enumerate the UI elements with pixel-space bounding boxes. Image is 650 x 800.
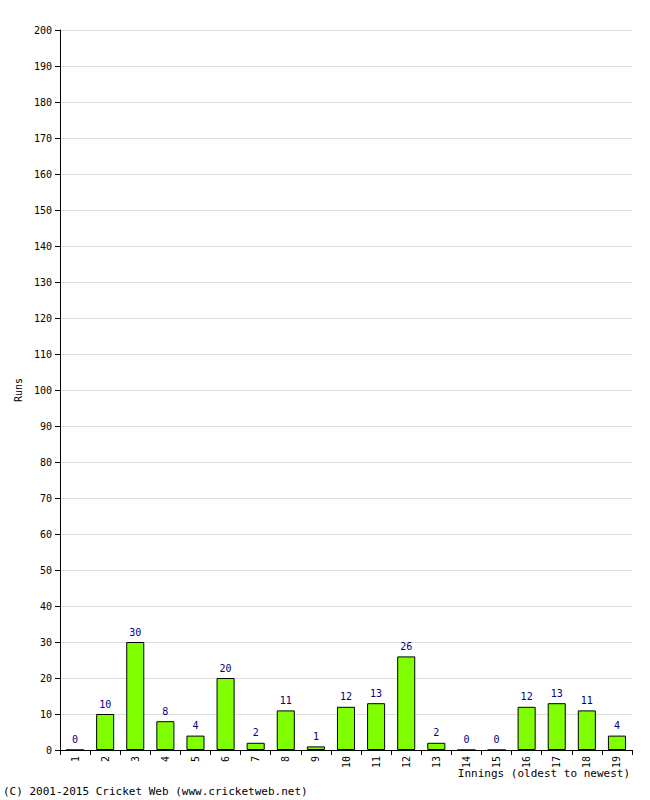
svg-text:120: 120	[34, 313, 52, 324]
svg-text:7: 7	[250, 756, 261, 762]
svg-text:8: 8	[162, 706, 168, 717]
svg-text:70: 70	[40, 493, 52, 504]
svg-text:9: 9	[310, 756, 321, 762]
svg-text:10: 10	[341, 756, 352, 768]
svg-text:20: 20	[220, 663, 232, 674]
svg-text:4: 4	[160, 756, 171, 762]
svg-text:40: 40	[40, 601, 52, 612]
svg-text:170: 170	[34, 133, 52, 144]
svg-text:4: 4	[614, 720, 620, 731]
svg-text:15: 15	[491, 756, 502, 768]
svg-text:190: 190	[34, 61, 52, 72]
svg-text:30: 30	[40, 637, 52, 648]
svg-text:(C) 2001-2015 Cricket Web (www: (C) 2001-2015 Cricket Web (www.cricketwe…	[3, 785, 308, 798]
svg-text:26: 26	[400, 641, 412, 652]
svg-text:200: 200	[34, 25, 52, 36]
svg-text:100: 100	[34, 385, 52, 396]
svg-text:180: 180	[34, 97, 52, 108]
svg-text:150: 150	[34, 205, 52, 216]
svg-text:11: 11	[581, 695, 593, 706]
svg-text:13: 13	[551, 688, 563, 699]
svg-text:10: 10	[40, 709, 52, 720]
svg-text:11: 11	[280, 695, 292, 706]
svg-text:13: 13	[370, 688, 382, 699]
svg-text:13: 13	[431, 756, 442, 768]
svg-text:0: 0	[463, 734, 469, 745]
svg-text:0: 0	[494, 734, 500, 745]
svg-text:160: 160	[34, 169, 52, 180]
svg-text:90: 90	[40, 421, 52, 432]
svg-text:1: 1	[70, 756, 81, 762]
svg-text:30: 30	[129, 627, 141, 638]
svg-text:2: 2	[253, 727, 259, 738]
svg-text:3: 3	[130, 756, 141, 762]
svg-text:0: 0	[72, 734, 78, 745]
svg-text:60: 60	[40, 529, 52, 540]
svg-text:2: 2	[100, 756, 111, 762]
svg-text:1: 1	[313, 731, 319, 742]
svg-text:110: 110	[34, 349, 52, 360]
svg-text:8: 8	[280, 756, 291, 762]
svg-text:19: 19	[611, 756, 622, 768]
svg-text:Innings (oldest to newest): Innings (oldest to newest)	[458, 767, 630, 780]
svg-text:10: 10	[99, 699, 111, 710]
svg-text:12: 12	[340, 691, 352, 702]
svg-text:12: 12	[521, 691, 533, 702]
svg-text:5: 5	[190, 756, 201, 762]
svg-text:80: 80	[40, 457, 52, 468]
svg-text:12: 12	[401, 756, 412, 768]
svg-text:0: 0	[46, 745, 52, 756]
svg-text:50: 50	[40, 565, 52, 576]
svg-text:2: 2	[433, 727, 439, 738]
svg-text:4: 4	[192, 720, 198, 731]
svg-text:130: 130	[34, 277, 52, 288]
svg-text:20: 20	[40, 673, 52, 684]
svg-text:18: 18	[581, 756, 592, 768]
svg-text:140: 140	[34, 241, 52, 252]
svg-text:16: 16	[521, 756, 532, 768]
svg-text:Runs: Runs	[13, 378, 24, 402]
svg-text:14: 14	[461, 756, 472, 768]
svg-text:11: 11	[371, 756, 382, 768]
svg-text:6: 6	[220, 756, 231, 762]
svg-text:17: 17	[551, 756, 562, 768]
